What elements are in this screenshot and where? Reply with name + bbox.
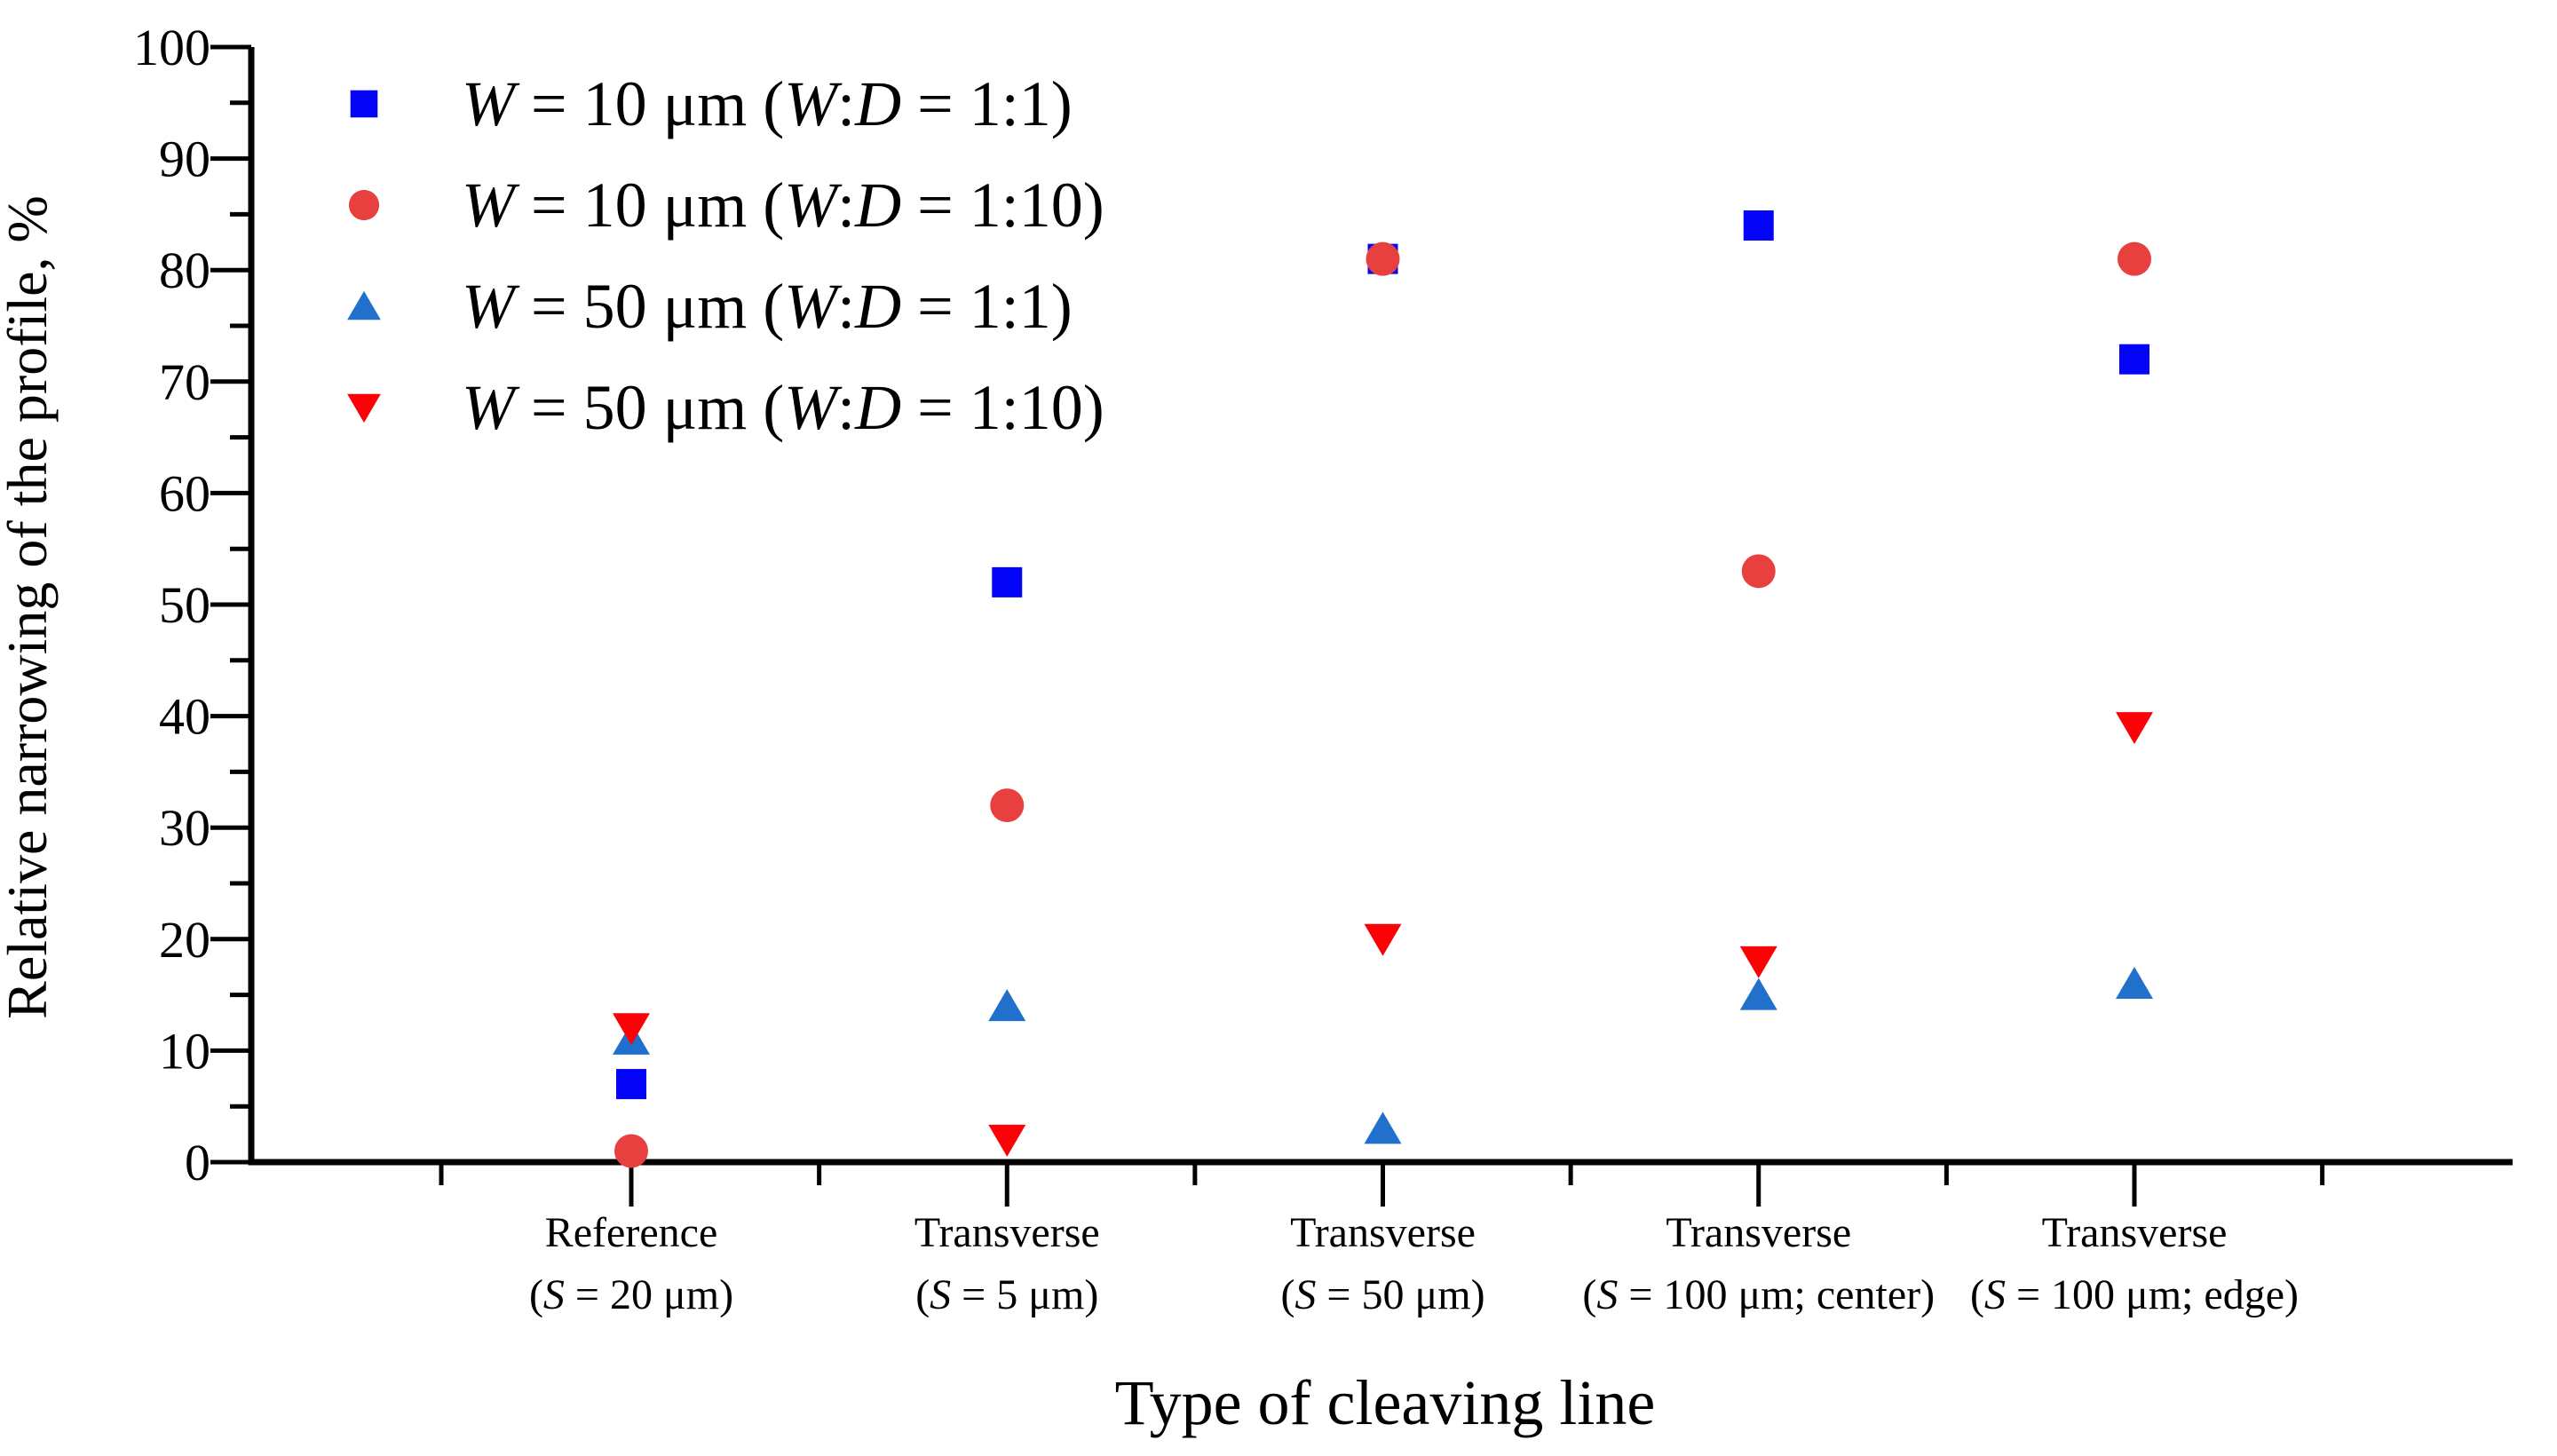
y-tick-label: 30	[159, 799, 210, 857]
y-tick-label: 70	[159, 353, 210, 411]
category-label-line2: (S = 50 μm)	[1280, 1271, 1484, 1318]
category-label-line1: Transverse	[1290, 1209, 1476, 1256]
data-point-s3-c3	[1739, 946, 1777, 978]
legend-label-3: W = 50 μm (W:D = 1:10)	[462, 372, 1104, 443]
y-tick-label: 0	[185, 1134, 210, 1191]
legend-swatch-2	[347, 290, 381, 320]
data-point-s1-c0	[614, 1134, 648, 1168]
data-point-s1-c4	[2118, 241, 2151, 276]
data-point-s0-c0	[616, 1069, 646, 1100]
category-label-line2: (S = 20 μm)	[529, 1271, 733, 1318]
category-label-line1: Reference	[545, 1209, 718, 1256]
legend: W = 10 μm (W:D = 1:1) W = 10 μm (W:D = 1:…	[347, 68, 1104, 443]
data-point-s2-c4	[2116, 967, 2153, 1000]
legend-swatch-0	[350, 90, 378, 118]
y-tick-label: 20	[159, 911, 210, 969]
data-point-s3-c2	[1364, 923, 1402, 956]
data-point-s0-c1	[992, 566, 1023, 597]
data-point-s3-c1	[988, 1124, 1026, 1157]
data-points	[613, 210, 2153, 1168]
category-label-line1: Transverse	[1666, 1209, 1851, 1256]
x-category-labels: Reference (S = 20 μm) Transverse (S = 5 μm)…	[529, 1209, 2299, 1318]
data-point-s0-c4	[2119, 344, 2149, 375]
y-axis-title: Relative narrowing of the profile, %	[0, 195, 59, 1019]
y-axis-ticks: 0 10 20 30 40 50 60 70 80 90 100	[133, 19, 251, 1191]
y-tick-label: 100	[133, 19, 210, 76]
y-tick-label: 50	[159, 576, 210, 634]
data-point-s3-c4	[2116, 712, 2153, 745]
x-axis-title: Type of cleaving line	[1115, 1367, 1656, 1438]
y-tick-label: 40	[159, 688, 210, 746]
data-point-s3-c0	[613, 1013, 650, 1046]
legend-label-2: W = 50 μm (W:D = 1:1)	[462, 271, 1073, 342]
category-label-line2: (S = 100 μm; edge)	[1970, 1271, 2299, 1318]
y-tick-label: 80	[159, 241, 210, 299]
legend-label-1: W = 10 μm (W:D = 1:10)	[462, 170, 1104, 241]
y-tick-label: 60	[159, 464, 210, 522]
data-point-s2-c3	[1739, 977, 1777, 1010]
data-point-s1-c1	[990, 788, 1025, 823]
legend-label-0: W = 10 μm (W:D = 1:1)	[462, 68, 1073, 139]
data-point-s1-c3	[1741, 554, 1776, 589]
category-label-line2: (S = 100 μm; center)	[1582, 1271, 1935, 1318]
y-tick-label: 90	[159, 131, 210, 188]
legend-swatch-3	[347, 393, 381, 423]
data-point-s0-c3	[1743, 210, 1774, 241]
x-axis-ticks	[439, 1162, 2325, 1207]
data-point-s1-c2	[1366, 241, 1400, 276]
category-label-line1: Transverse	[2042, 1209, 2228, 1256]
legend-swatch-1	[348, 189, 380, 221]
data-point-s2-c2	[1364, 1112, 1402, 1144]
category-label-line2: (S = 5 μm)	[915, 1271, 1098, 1318]
category-label-line1: Transverse	[914, 1209, 1100, 1256]
data-point-s2-c1	[988, 989, 1026, 1022]
y-tick-label: 10	[159, 1022, 210, 1080]
